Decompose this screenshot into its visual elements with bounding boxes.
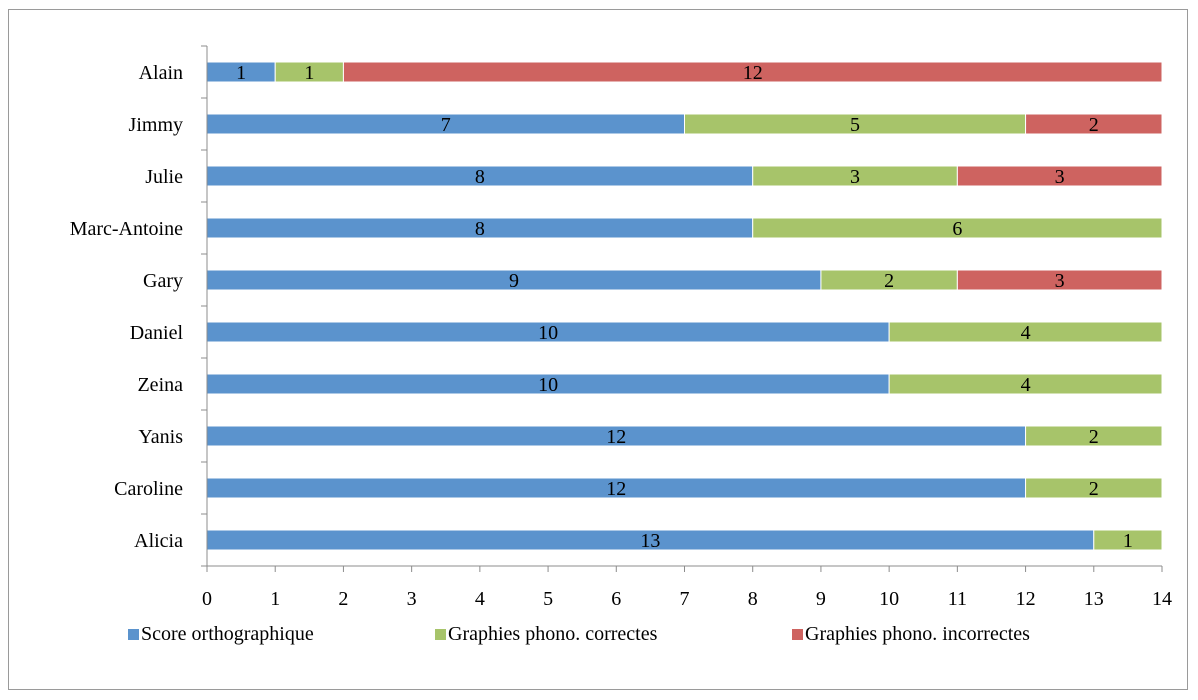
category-label: Daniel — [130, 322, 184, 344]
x-tick-label: 12 — [1016, 588, 1036, 610]
data-label: 1 — [1123, 530, 1133, 552]
data-label: 3 — [1055, 270, 1065, 292]
data-label: 13 — [640, 530, 660, 552]
x-tick-label: 8 — [748, 588, 758, 610]
category-label: Marc-Antoine — [70, 218, 183, 240]
data-label: 7 — [441, 114, 451, 136]
bar-segment — [752, 217, 1163, 239]
x-tick-label: 3 — [407, 588, 417, 610]
x-tick-label: 9 — [816, 588, 826, 610]
category-label: Alicia — [134, 530, 183, 552]
x-tick-label: 2 — [338, 588, 348, 610]
category-label: Caroline — [114, 478, 183, 500]
data-label: 2 — [1089, 114, 1099, 136]
legend-label: Graphies phono. correctes — [448, 623, 658, 645]
bar-segment — [956, 165, 1163, 187]
x-tick-label: 5 — [543, 588, 553, 610]
bar-segment — [1025, 425, 1163, 447]
data-label: 12 — [606, 426, 626, 448]
category-label: Alain — [139, 62, 183, 84]
x-tick-label: 1 — [270, 588, 280, 610]
x-tick-label: 4 — [475, 588, 485, 610]
data-label: 8 — [475, 218, 485, 240]
data-label: 10 — [538, 322, 558, 344]
legend-label: Graphies phono. incorrectes — [805, 623, 1030, 645]
x-tick-label: 11 — [948, 588, 967, 610]
data-label: 1 — [304, 62, 314, 84]
data-label: 12 — [606, 478, 626, 500]
bar-segment — [342, 61, 1163, 83]
data-label: 1 — [236, 62, 246, 84]
category-label: Gary — [143, 270, 183, 292]
data-label: 2 — [884, 270, 894, 292]
data-label: 2 — [1089, 478, 1099, 500]
bar-segment — [888, 373, 1163, 395]
legend-swatch — [435, 629, 446, 640]
category-label: Julie — [145, 166, 183, 188]
legend-swatch — [128, 629, 139, 640]
bar-segment — [1093, 529, 1163, 551]
data-label: 12 — [743, 62, 763, 84]
data-label: 3 — [850, 166, 860, 188]
data-label: 4 — [1021, 374, 1031, 396]
data-label: 4 — [1021, 322, 1031, 344]
x-tick-label: 14 — [1152, 588, 1172, 610]
data-label: 5 — [850, 114, 860, 136]
data-label: 10 — [538, 374, 558, 396]
data-label: 3 — [1055, 166, 1065, 188]
x-tick-label: 10 — [879, 588, 899, 610]
category-label: Jimmy — [129, 114, 183, 136]
legend-swatch — [792, 629, 803, 640]
data-label: 6 — [952, 218, 962, 240]
data-label: 8 — [475, 166, 485, 188]
bar-segment — [1025, 477, 1163, 499]
x-tick-label: 6 — [611, 588, 621, 610]
bar-segment — [888, 321, 1163, 343]
data-label: 2 — [1089, 426, 1099, 448]
bar-segment — [956, 269, 1163, 291]
bar-segment — [1025, 113, 1163, 135]
x-tick-label: 7 — [680, 588, 690, 610]
legend-label: Score orthographique — [141, 623, 314, 645]
x-tick-label: 0 — [202, 588, 212, 610]
x-tick-label: 13 — [1084, 588, 1104, 610]
category-label: Zeina — [137, 374, 183, 396]
category-label: Yanis — [138, 426, 183, 448]
data-label: 9 — [509, 270, 519, 292]
